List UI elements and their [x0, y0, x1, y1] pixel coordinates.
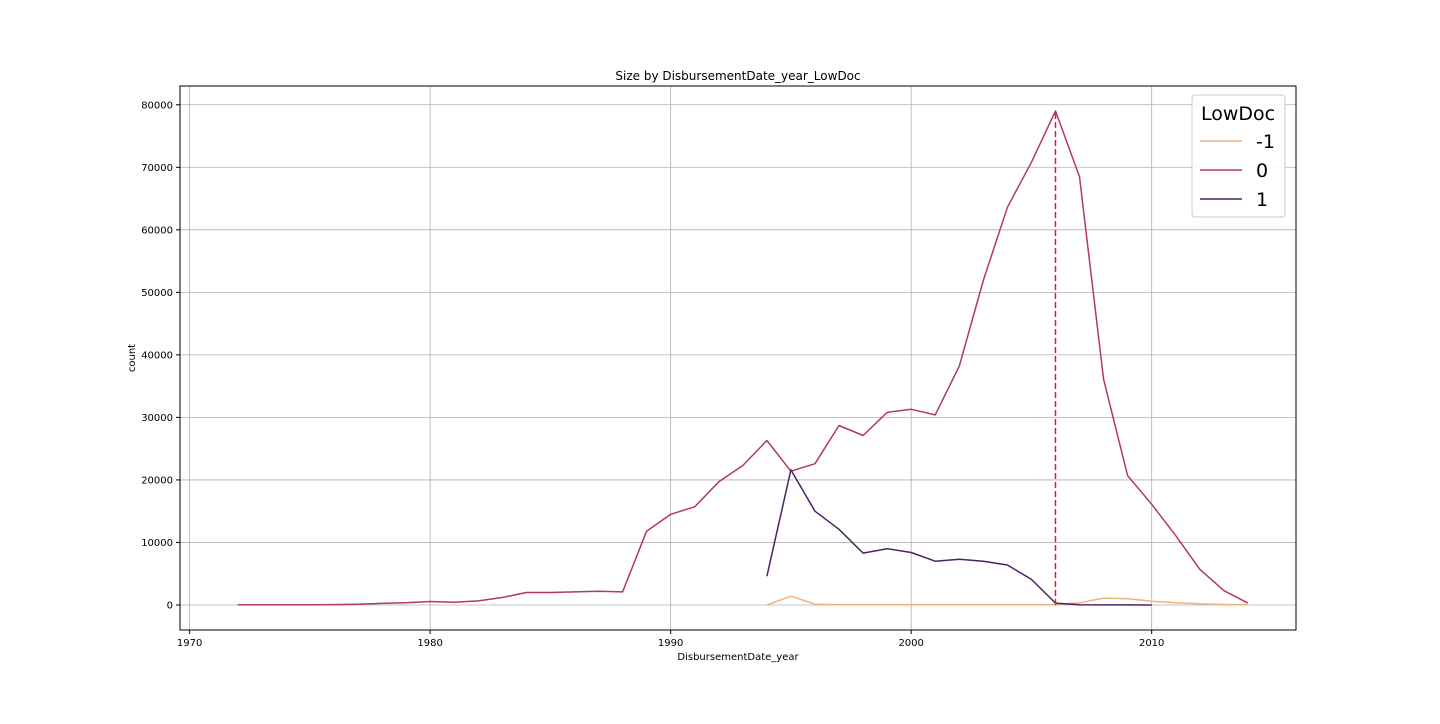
x-tick-label: 2010 [1139, 638, 1164, 649]
legend-label: 0 [1256, 160, 1268, 182]
x-tick-label: 1980 [417, 638, 442, 649]
series-line-0 [237, 110, 1249, 606]
legend-items: -1 0 1 [1200, 131, 1275, 211]
series-line--1 [766, 595, 1248, 606]
legend: LowDoc -1 0 1 [1191, 94, 1286, 218]
y-tick-label: 40000 [141, 350, 173, 361]
x-tick-label: 1970 [177, 638, 202, 649]
series-line-1 [766, 469, 1152, 606]
legend-label: -1 [1256, 131, 1275, 153]
y-tick-label: 20000 [141, 475, 173, 486]
series-layer [237, 110, 1249, 606]
axis-layer: 1970 1980 1990 2000 2010 0 10000 20000 30000 4000… [141, 100, 1164, 649]
x-axis-label: DisbursementDate_year [677, 652, 799, 663]
y-tick-label: 70000 [141, 163, 173, 174]
y-tick-label: 80000 [141, 100, 173, 111]
y-tick-label: 50000 [141, 288, 173, 299]
legend-label: 1 [1256, 189, 1268, 211]
y-axis-label: count [127, 344, 138, 372]
y-tick-label: 60000 [141, 225, 173, 236]
x-tick-label: 2000 [898, 638, 923, 649]
y-tick-label: 10000 [141, 538, 173, 549]
legend-box [1191, 94, 1286, 218]
grid-layer [180, 86, 1296, 630]
y-tick-label: 30000 [141, 413, 173, 424]
y-tick-label: 0 [167, 600, 173, 611]
plot-frame [179, 85, 1297, 631]
x-tick-label: 1990 [658, 638, 683, 649]
legend-title: LowDoc [1201, 103, 1275, 125]
chart-title: Size by DisbursementDate_year_LowDoc [615, 69, 860, 83]
